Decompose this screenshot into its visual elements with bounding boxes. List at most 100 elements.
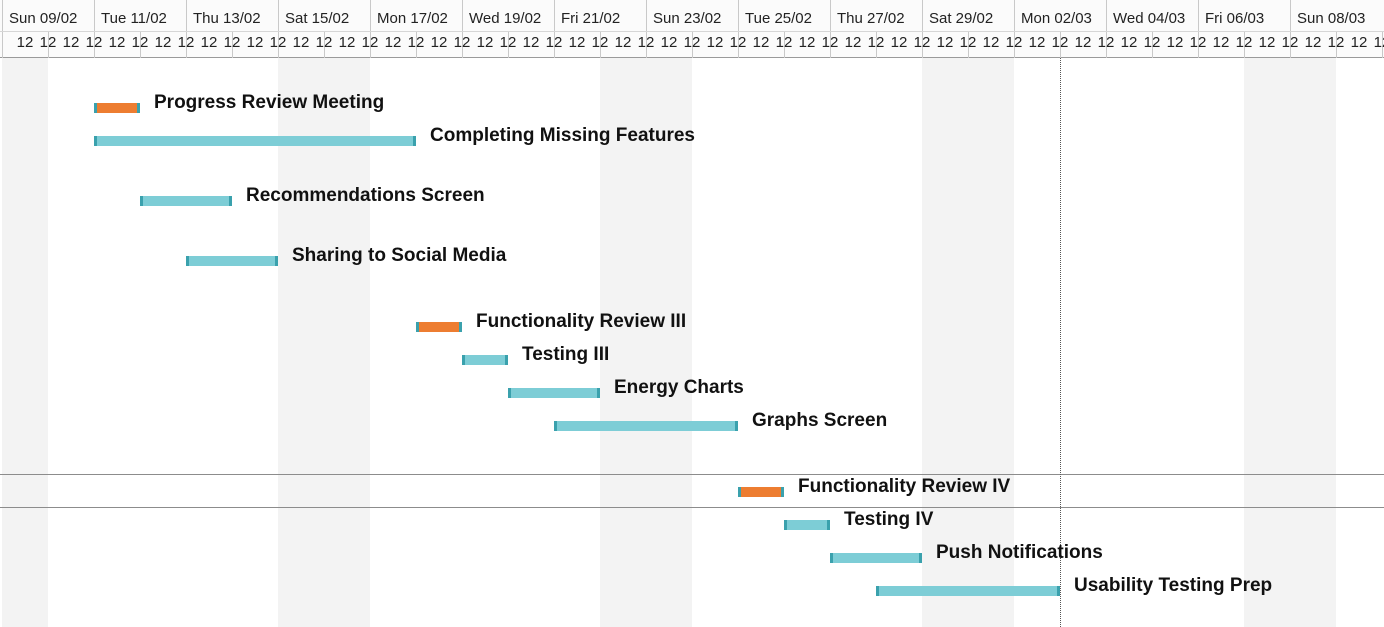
task-label: Usability Testing Prep [1074,575,1273,596]
task-label: Testing III [522,344,610,365]
timeline-hour-label: 12 [16,34,34,51]
timeline-hour-label: 12 [1005,34,1023,51]
timeline-hour-label: 12 [1281,34,1299,51]
timeline-hour-label: 12 [223,34,241,51]
task-bar[interactable] [508,388,600,398]
timeline-date-label: Mon 17/02 [377,10,448,27]
task-bar[interactable] [94,136,416,146]
timeline-hour-divider [1014,32,1015,58]
timeline-hour-label: 12 [522,34,540,51]
timeline-hour-divider [324,32,325,58]
timeline-hour-label: 12 [890,34,908,51]
timeline-hour-label: 12 [729,34,747,51]
timeline-date-label: Fri 21/02 [561,10,621,27]
timeline-hour-label: 12 [246,34,264,51]
task-label: Sharing to Social Media [292,245,507,266]
weekend-shade [2,58,48,627]
timeline-hour-divider [600,32,601,58]
timeline-hour-divider [1060,32,1061,58]
timeline-date-divider [462,0,463,58]
timeline-hour-label: 12 [1212,34,1230,51]
task-bar[interactable] [462,355,508,365]
timeline-header: Sun 09/02 Tue 11/02 Thu 13/02 Sat 15/02 Mon … [0,0,1384,58]
timeline-date-label: Thu 13/02 [193,10,261,27]
weekend-shade [922,58,968,627]
timeline-hour-label: 12 [476,34,494,51]
timeline-date-label: Sun 23/02 [653,10,722,27]
timeline-hour-label: 12 [1166,34,1184,51]
timeline-date-divider [2,0,3,58]
task-label: Recommendations Screen [246,185,485,206]
task-label: Progress Review Meeting [154,92,385,113]
task-label: Energy Charts [614,377,744,398]
timeline-hour-label: 12 [85,34,103,51]
weekend-shade [600,58,646,627]
timeline-date-label: Mon 02/03 [1021,10,1092,27]
timeline-hour-label: 12 [1327,34,1345,51]
timeline-hour-divider [784,32,785,58]
timeline-hour-divider [140,32,141,58]
timeline-date-label: Tue 11/02 [101,10,167,27]
timeline-hour-label: 12 [1028,34,1046,51]
timeline-hour-divider [1152,32,1153,58]
task-bar[interactable] [140,196,232,206]
timeline-date-label: Sat 29/02 [929,10,994,27]
timeline-hour-label: 12 [821,34,839,51]
timeline-hour-label: 12 [1304,34,1322,51]
timeline-hour-label: 12 [154,34,172,51]
timeline-hour-label: 12 [683,34,701,51]
timeline-hour-divider [278,32,279,58]
timeline-hour-label: 12 [1189,34,1207,51]
task-bar[interactable] [876,586,1060,596]
weekend-shade [1290,58,1336,627]
timeline-date-label: Sun 08/03 [1297,10,1366,27]
timeline-hour-divider [416,32,417,58]
timeline-hour-label: 12 [108,34,126,51]
milestone-bar[interactable] [738,487,784,497]
timeline-hour-label: 12 [499,34,517,51]
timeline-date-divider [94,0,95,58]
timeline-hour-label: 12 [982,34,1000,51]
milestone-bar[interactable] [94,103,140,113]
timeline-date-label: Thu 27/02 [837,10,905,27]
timeline-hour-label: 12 [1258,34,1276,51]
timeline-hour-divider [232,32,233,58]
timeline-hour-divider [968,32,969,58]
task-bar[interactable] [186,256,278,266]
timeline-hour-label: 12 [775,34,793,51]
timeline-date-divider [1106,0,1107,58]
timeline-hour-label: 12 [1051,34,1069,51]
timeline-hour-divider [508,32,509,58]
weekend-shade [968,58,1014,627]
timeline-hour-divider [1382,32,1383,58]
timeline-hour-label: 12 [338,34,356,51]
task-bar[interactable] [830,553,922,563]
timeline-hour-divider [692,32,693,58]
task-bar[interactable] [784,520,830,530]
timeline-date-label: Tue 25/02 [745,10,812,27]
timeline-hour-label: 12 [706,34,724,51]
timeline-hour-label: 12 [591,34,609,51]
timeline-date-label: Wed 04/03 [1113,10,1186,27]
timeline-hour-divider [94,32,95,58]
timeline-date-divider [922,0,923,58]
timeline-hour-label: 12 [1350,34,1368,51]
timeline-hour-divider [876,32,877,58]
timeline-hour-label: 12 [568,34,586,51]
timeline-hour-label: 12 [407,34,425,51]
timeline-date-divider [646,0,647,58]
timeline-date-divider [554,0,555,58]
timeline-hour-divider [830,32,831,58]
weekend-shade [278,58,324,627]
timeline-date-label: Fri 06/03 [1205,10,1265,27]
timeline-hour-label: 12 [292,34,310,51]
row-separator [0,507,1384,508]
task-bar[interactable] [554,421,738,431]
timeline-date-divider [1014,0,1015,58]
timeline-hour-divider [48,32,49,58]
milestone-bar[interactable] [416,322,462,332]
timeline-date-divider [1290,0,1291,58]
timeline-date-divider [1198,0,1199,58]
weekend-shade [646,58,692,627]
task-label: Testing IV [844,509,934,530]
